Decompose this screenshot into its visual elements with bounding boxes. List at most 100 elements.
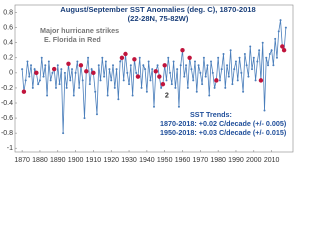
point (193, 60, 196, 63)
point (151, 68, 154, 71)
point (218, 79, 221, 82)
point (231, 83, 234, 86)
hurricane-point (84, 69, 89, 74)
point (243, 53, 246, 55)
point (54, 86, 57, 89)
point (113, 86, 116, 89)
point (199, 71, 202, 74)
point (63, 71, 66, 74)
point (234, 60, 237, 63)
point (128, 83, 131, 86)
y-tick-label: -0.4 (1, 100, 13, 107)
x-tick-label: 1920 (103, 157, 119, 164)
y-tick-label: -0.2 (1, 85, 13, 92)
point (72, 94, 75, 97)
point (192, 79, 195, 82)
hurricane-point (52, 66, 57, 72)
annotation: 2 (165, 90, 169, 99)
point (261, 41, 264, 44)
point (87, 56, 90, 59)
point (33, 68, 36, 71)
point (197, 64, 200, 67)
point (44, 64, 47, 67)
point (81, 79, 84, 82)
point (263, 109, 266, 112)
point (210, 60, 213, 63)
point (101, 56, 104, 59)
point (245, 64, 248, 67)
point (51, 71, 54, 74)
point (275, 56, 278, 59)
hurricane-point (153, 69, 158, 74)
point (190, 68, 193, 71)
point (202, 56, 205, 59)
hurricane-point (78, 63, 84, 68)
point (112, 64, 115, 67)
point (201, 83, 204, 86)
y-tick-label: 0.8 (3, 9, 13, 16)
point (236, 79, 239, 82)
point (58, 83, 61, 86)
point (227, 75, 230, 78)
point (254, 79, 257, 82)
point (135, 71, 138, 74)
point (170, 83, 173, 86)
point (222, 53, 225, 55)
point (129, 64, 132, 67)
y-tick-label: -0.6 (1, 115, 13, 122)
x-tick-label: 1950 (157, 157, 173, 164)
hurricane-point (214, 78, 219, 83)
y-tick-label: 0.2 (3, 55, 13, 62)
hurricane-point (280, 44, 285, 49)
point (147, 60, 150, 63)
point (40, 56, 43, 59)
hurricane-point (91, 70, 96, 76)
point (90, 68, 93, 71)
x-tick-label: 1910 (86, 157, 102, 164)
point (249, 45, 252, 48)
annotation: 1870-2018: +0.02 C/decade (+/- 0.005) (160, 119, 287, 128)
point (138, 56, 141, 59)
point (38, 79, 41, 82)
point (258, 49, 261, 52)
point (174, 86, 177, 89)
point (272, 64, 275, 67)
point (103, 75, 106, 78)
chart-subtitle: (22-28N, 75-82W) (128, 14, 189, 23)
point (88, 83, 91, 86)
point (145, 90, 148, 93)
point (131, 94, 134, 97)
point (220, 68, 223, 71)
point (31, 86, 34, 89)
point (65, 86, 68, 89)
point (119, 60, 122, 63)
annotation: 1950-2018: +0.03 C/decade (+/- 0.015) (160, 128, 287, 137)
hurricane-point (187, 55, 192, 60)
x-tick-label: 1930 (121, 157, 137, 164)
annotation: E. Florida in Red (44, 35, 101, 44)
point (279, 19, 282, 22)
point (179, 64, 182, 67)
point (56, 64, 59, 67)
hurricane-point (119, 55, 125, 60)
x-tick-label: 2000 (246, 157, 262, 164)
x-tick-label: 2010 (264, 157, 280, 164)
point (195, 90, 198, 93)
point (71, 68, 74, 71)
point (167, 56, 170, 59)
point (24, 79, 27, 82)
annotation: SST Trends: (190, 110, 232, 119)
point (60, 68, 63, 71)
hurricane-point (66, 61, 71, 66)
x-tick-label: 1960 (175, 157, 191, 164)
hurricane-point (162, 63, 167, 68)
point (247, 75, 250, 78)
point (183, 75, 186, 78)
point (160, 86, 163, 89)
point (277, 30, 280, 33)
point (169, 71, 172, 74)
point (270, 49, 273, 52)
point (206, 64, 209, 67)
point (252, 56, 255, 59)
